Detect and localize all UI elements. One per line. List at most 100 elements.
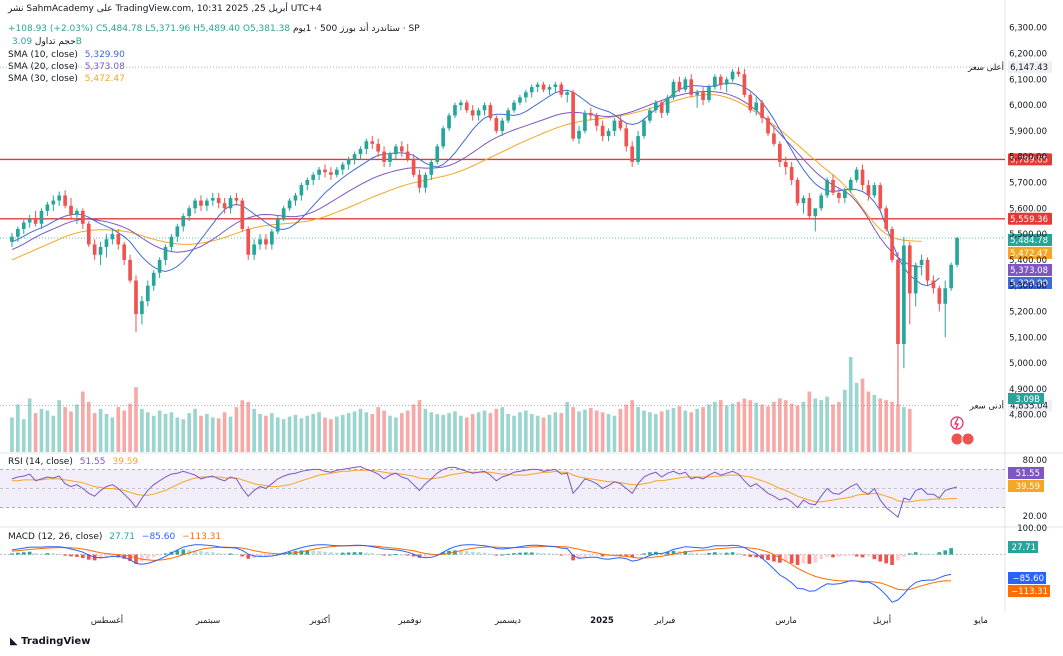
- candle-body: [642, 120, 646, 137]
- candle-body: [299, 185, 304, 196]
- candle-body: [258, 239, 262, 245]
- sma10-legend-value: 5,329.90: [84, 50, 125, 60]
- macd-histogram-bar: [488, 553, 493, 555]
- candle-body: [701, 92, 705, 100]
- volume-bar: [606, 414, 611, 452]
- macd-histogram-bar: [730, 552, 735, 555]
- ohlc-open: O5,381.38: [242, 24, 291, 34]
- candle-body: [565, 92, 570, 95]
- candle-body: [216, 197, 221, 204]
- candle-body: [75, 210, 79, 215]
- volume-bar: [33, 413, 38, 452]
- macd-histogram-bar: [163, 553, 168, 555]
- x-tick-label: ديسمبر: [494, 616, 521, 626]
- volume-bar: [565, 401, 570, 452]
- macd-histogram-bar: [801, 554, 806, 564]
- volume-bar: [329, 419, 333, 452]
- candle-body: [311, 174, 316, 180]
- macd-histogram-bar: [890, 554, 894, 566]
- candle-body: [281, 208, 286, 219]
- macd-histogram-bar: [57, 553, 62, 555]
- macd-histogram-bar: [16, 552, 20, 555]
- volume-bar: [736, 401, 741, 452]
- macd-histogram-bar: [157, 554, 162, 556]
- candle-body: [163, 247, 168, 260]
- macd-title: MACD (12, 26, close): [8, 532, 103, 542]
- macd-histogram-bar: [334, 552, 339, 555]
- candle-body: [63, 195, 67, 206]
- candle-body: [205, 200, 209, 206]
- candle-body: [488, 105, 493, 119]
- sma30-legend-row: SMA (30, close) 5,472.47: [8, 74, 125, 84]
- candle-body: [925, 259, 930, 281]
- candle-body: [813, 208, 818, 217]
- volume-bar: [16, 404, 20, 452]
- high-marker-value: 6,147.43: [1010, 63, 1048, 73]
- macd-histogram-bar: [547, 553, 552, 555]
- macd-histogram-bar: [553, 553, 558, 555]
- volume-bar: [51, 415, 56, 452]
- candle-body: [943, 288, 948, 304]
- price-tick-label: 5,200.00: [1009, 307, 1047, 317]
- candle-body: [33, 218, 38, 224]
- level-label-bg: [1008, 153, 1052, 166]
- volume-bar: [825, 396, 829, 452]
- candle-body: [742, 74, 747, 95]
- macd-histogram-bar: [671, 550, 676, 555]
- candle-body: [724, 79, 729, 85]
- volume-bar: [470, 414, 475, 452]
- macd-histogram-bar: [896, 554, 900, 561]
- macd-histogram-bar: [541, 553, 546, 555]
- volume-bar: [258, 414, 262, 452]
- macd-histogram-bar: [594, 554, 599, 556]
- macd-histogram-bar: [529, 552, 534, 555]
- candle-body: [653, 102, 658, 111]
- low-marker-label: أدنى سعر: [969, 400, 1004, 412]
- volume-bar: [98, 408, 103, 452]
- macd-histogram-bar: [352, 552, 357, 555]
- candle-body: [937, 288, 942, 304]
- price-tick-label: 5,400.00: [1009, 256, 1047, 266]
- macd-histogram-bar: [405, 554, 410, 556]
- macd-histogram-bar: [193, 550, 197, 555]
- candle-body: [695, 92, 699, 95]
- rsi-ma-line: [12, 469, 958, 503]
- macd-histogram-bar: [860, 554, 865, 558]
- macd-histogram-bar: [81, 554, 85, 559]
- macd-histogram-bar: [624, 554, 629, 556]
- symbol-title[interactable]: ستاندرد أند بورز 500 · 1يوم · SP: [292, 24, 420, 34]
- macd-histogram-bar: [476, 552, 481, 555]
- volume-bar: [69, 411, 73, 452]
- candle-body: [275, 218, 280, 232]
- volume-bar: [500, 407, 505, 452]
- macd-histogram-bar: [831, 554, 835, 558]
- candle-body: [783, 161, 788, 168]
- candle-body: [890, 228, 894, 260]
- macd-histogram-bar: [925, 553, 930, 555]
- candle-body: [772, 133, 776, 144]
- volume-bar: [352, 411, 357, 452]
- macd-histogram-bar: [75, 554, 79, 557]
- macd-histogram-bar: [346, 552, 351, 555]
- volume-bar: [181, 419, 186, 452]
- volume-bar: [140, 408, 144, 452]
- price-tick-label: 6,200.00: [1009, 50, 1047, 60]
- macd-histogram-bar: [329, 552, 333, 555]
- volume-bar: [240, 400, 245, 452]
- volume-value-bg: [1008, 393, 1044, 404]
- candle-body: [553, 84, 558, 88]
- macd-histogram-bar: [695, 553, 699, 555]
- macd-histogram-bar: [813, 554, 818, 563]
- macd-histogram-bar: [27, 551, 32, 555]
- macd-histogram-bar: [760, 554, 764, 559]
- candle-body: [872, 185, 877, 196]
- volume-bar: [275, 417, 280, 452]
- macd-histogram-bar: [399, 554, 404, 556]
- volume-bar: [45, 410, 50, 452]
- volume-bar: [742, 398, 747, 452]
- volume-bar: [317, 412, 321, 452]
- tradingview-logo[interactable]: ◣ TradingView: [10, 636, 90, 647]
- candle-body: [754, 102, 759, 111]
- macd-histogram-bar: [949, 548, 953, 555]
